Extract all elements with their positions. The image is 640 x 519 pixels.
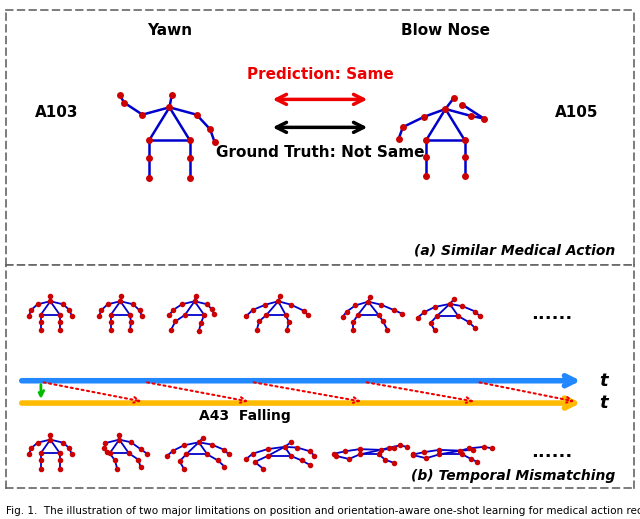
Text: Ground Truth: Not Same: Ground Truth: Not Same <box>216 145 424 160</box>
Text: A105: A105 <box>556 105 599 119</box>
Text: (a) Similar Medical Action: (a) Similar Medical Action <box>413 243 615 257</box>
Text: t: t <box>599 372 608 390</box>
Text: A43  Falling: A43 Falling <box>199 409 291 424</box>
Text: Prediction: Same: Prediction: Same <box>246 66 394 81</box>
Text: Fig. 1.  The illustration of two major limitations on position and orientation-a: Fig. 1. The illustration of two major li… <box>6 507 640 516</box>
Text: t: t <box>599 394 608 412</box>
Text: ......: ...... <box>531 443 573 461</box>
Text: (b) Temporal Mismatching: (b) Temporal Mismatching <box>410 469 615 483</box>
Text: ......: ...... <box>531 305 573 323</box>
Text: Blow Nose: Blow Nose <box>401 23 490 38</box>
Text: A103: A103 <box>35 105 78 119</box>
Text: Yawn: Yawn <box>147 23 192 38</box>
